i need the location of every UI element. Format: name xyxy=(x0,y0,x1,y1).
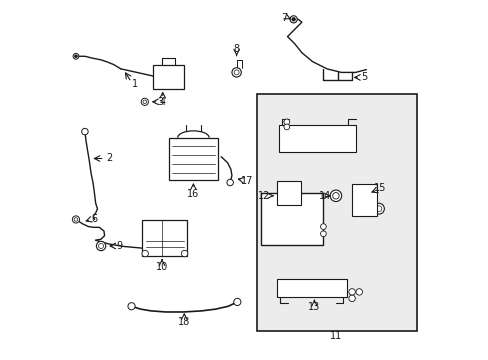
Bar xyxy=(169,138,217,180)
Bar xyxy=(276,181,301,205)
Circle shape xyxy=(74,218,78,221)
Circle shape xyxy=(231,68,241,77)
Text: 3: 3 xyxy=(157,97,163,107)
Bar xyxy=(257,94,416,330)
Circle shape xyxy=(72,216,80,223)
Circle shape xyxy=(99,243,103,248)
Bar xyxy=(351,184,376,216)
Circle shape xyxy=(73,53,79,59)
Text: 10: 10 xyxy=(156,262,168,272)
Bar xyxy=(260,193,323,244)
Text: 7: 7 xyxy=(280,13,286,23)
Text: 6: 6 xyxy=(91,215,98,224)
Circle shape xyxy=(181,250,187,257)
Circle shape xyxy=(226,179,233,186)
Text: 14: 14 xyxy=(318,191,330,201)
Circle shape xyxy=(284,119,289,125)
Text: 15: 15 xyxy=(373,183,386,193)
Text: 9: 9 xyxy=(116,241,122,251)
Text: 18: 18 xyxy=(178,317,190,327)
Text: 13: 13 xyxy=(307,302,320,312)
Circle shape xyxy=(329,190,341,202)
Text: 4: 4 xyxy=(160,97,165,107)
Bar xyxy=(142,220,187,256)
Circle shape xyxy=(142,100,146,104)
Circle shape xyxy=(284,192,293,200)
Bar xyxy=(276,279,346,297)
Text: 2: 2 xyxy=(105,153,112,163)
Text: 8: 8 xyxy=(233,44,239,54)
Circle shape xyxy=(348,289,355,295)
Circle shape xyxy=(359,197,368,206)
Circle shape xyxy=(332,193,339,199)
Circle shape xyxy=(375,206,381,212)
Bar xyxy=(278,125,355,152)
Bar xyxy=(153,65,183,89)
Circle shape xyxy=(128,303,135,310)
Circle shape xyxy=(81,129,88,135)
Circle shape xyxy=(141,98,148,105)
Circle shape xyxy=(74,55,77,58)
Text: 17: 17 xyxy=(240,176,253,186)
Circle shape xyxy=(373,203,384,214)
Circle shape xyxy=(320,224,325,229)
Circle shape xyxy=(289,16,297,23)
Text: 16: 16 xyxy=(187,189,199,199)
Circle shape xyxy=(348,295,355,302)
Circle shape xyxy=(284,124,289,130)
Circle shape xyxy=(96,241,105,251)
Text: 11: 11 xyxy=(329,331,342,341)
Text: 5: 5 xyxy=(360,72,366,82)
Circle shape xyxy=(234,70,239,75)
Text: 1: 1 xyxy=(132,79,138,89)
Circle shape xyxy=(355,289,362,295)
Circle shape xyxy=(233,298,241,306)
Circle shape xyxy=(320,231,325,237)
Circle shape xyxy=(291,18,295,21)
Circle shape xyxy=(142,250,148,257)
Text: 12: 12 xyxy=(258,191,270,201)
